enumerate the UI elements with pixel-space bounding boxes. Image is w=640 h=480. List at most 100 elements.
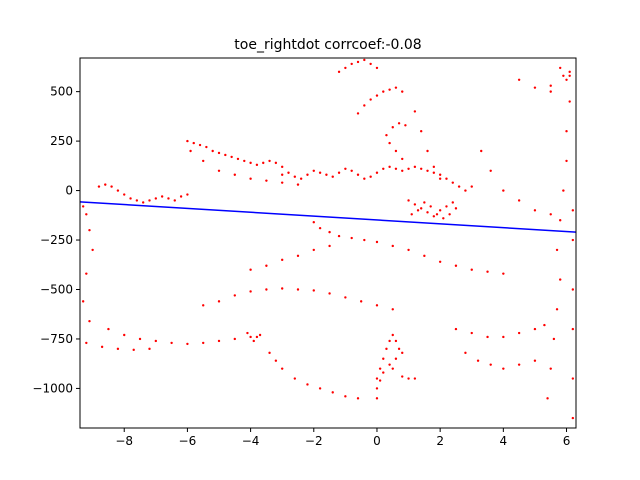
scatter-point: [233, 173, 237, 176]
scatter-point: [104, 183, 107, 186]
scatter-point: [489, 169, 492, 172]
y-tick-label: 500: [50, 85, 73, 99]
scatter-point: [306, 173, 309, 176]
scatter-point: [123, 333, 126, 337]
scatter-point: [407, 377, 410, 380]
scatter-point: [555, 308, 559, 311]
scatter-point: [337, 171, 341, 174]
scatter-point: [331, 391, 334, 394]
scatter-point: [419, 167, 423, 171]
scatter-point: [407, 167, 410, 171]
scatter-point: [205, 145, 208, 149]
scatter-point: [382, 90, 385, 93]
scatter-point: [249, 268, 252, 271]
scatter-point: [318, 226, 322, 230]
scatter-point: [419, 130, 423, 133]
x-tick-label: −2: [305, 434, 323, 448]
scatter-point: [265, 179, 268, 182]
y-tick-label: −750: [40, 332, 73, 346]
scatter-point: [385, 347, 388, 351]
scatter-point: [375, 387, 379, 390]
scatter-point: [268, 159, 271, 163]
scatter-point: [464, 351, 467, 355]
scatter-point: [167, 197, 170, 200]
scatter-point: [375, 66, 379, 70]
scatter-point: [394, 86, 398, 89]
scatter-point: [565, 159, 568, 163]
x-tick-label: 2: [436, 434, 444, 448]
scatter-point: [559, 278, 562, 281]
scatter-point: [401, 157, 404, 161]
scatter-point: [394, 357, 398, 360]
scatter-point: [85, 341, 88, 345]
scatter-point: [562, 189, 565, 192]
scatter-point: [328, 292, 331, 295]
scatter-point: [116, 189, 120, 192]
scatter-point: [299, 177, 303, 180]
scatter-point: [217, 169, 221, 172]
scatter-point: [454, 327, 458, 331]
scatter-point: [211, 149, 214, 153]
scatter-point: [429, 205, 432, 208]
scatter-point: [442, 217, 445, 220]
scatter-point: [85, 272, 88, 275]
scatter-point: [375, 377, 379, 380]
scatter-point: [378, 379, 382, 382]
scatter-point: [470, 185, 473, 188]
scatter-point: [160, 195, 164, 198]
scatter-point: [568, 100, 571, 103]
scatter-point: [138, 337, 142, 341]
scatter-point: [258, 333, 262, 337]
scatter-point: [407, 199, 410, 202]
scatter-point: [344, 167, 347, 171]
scatter-point: [148, 199, 151, 202]
scatter-point: [401, 375, 404, 378]
scatter-point: [280, 287, 284, 290]
scatter-point: [502, 367, 505, 370]
scatter-point: [413, 203, 417, 206]
scatter-point: [571, 288, 575, 291]
scatter-point: [337, 70, 341, 74]
scatter-point: [559, 66, 562, 70]
scatter-point: [129, 197, 132, 200]
scatter-point: [470, 331, 473, 335]
scatter-point: [293, 377, 297, 380]
scatter-point: [571, 416, 575, 420]
scatter-point: [489, 363, 492, 366]
scatter-point: [246, 331, 249, 335]
chart-title: toe_rightdot corrcoef:-0.08: [234, 37, 421, 53]
scatter-point: [135, 199, 139, 202]
scatter-point: [110, 185, 113, 188]
scatter-point: [571, 209, 575, 212]
scatter-point: [451, 201, 454, 204]
x-tick-label: 6: [563, 434, 571, 448]
scatter-point: [230, 155, 233, 159]
scatter-point: [382, 357, 385, 360]
scatter-point: [401, 169, 404, 172]
scatter-point: [123, 193, 126, 196]
y-tick-label: 250: [50, 134, 73, 148]
scatter-point: [132, 348, 135, 352]
scatter-point: [555, 248, 559, 252]
scatter-point: [224, 153, 227, 157]
x-tick-label: 4: [500, 434, 508, 448]
scatter-point: [432, 215, 436, 218]
scatter-point: [328, 230, 331, 234]
scatter-point: [435, 213, 439, 216]
scatter-point: [249, 290, 252, 293]
scatter-point: [549, 90, 552, 93]
scatter-point: [568, 74, 571, 78]
scatter-point: [141, 201, 145, 204]
scatter-point: [438, 209, 442, 212]
scatter-point: [262, 161, 265, 165]
scatter-point: [533, 86, 537, 89]
scatter-point: [388, 141, 391, 145]
scatter-point: [562, 74, 565, 78]
x-tick-label: −8: [115, 434, 133, 448]
scatter-point: [369, 98, 372, 101]
scatter-point: [438, 260, 442, 263]
scatter-point: [312, 169, 315, 172]
scatter-point: [325, 173, 328, 176]
scatter-point: [363, 238, 366, 242]
scatter-point: [249, 335, 252, 339]
